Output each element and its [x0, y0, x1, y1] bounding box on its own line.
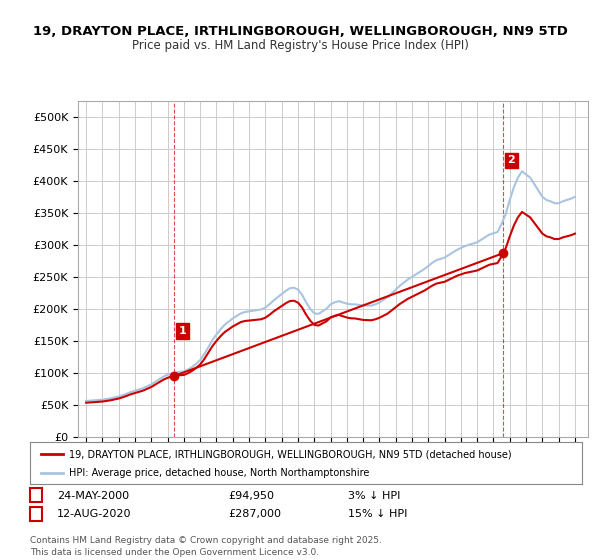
Text: 19, DRAYTON PLACE, IRTHLINGBOROUGH, WELLINGBOROUGH, NN9 5TD: 19, DRAYTON PLACE, IRTHLINGBOROUGH, WELL…: [32, 25, 568, 38]
Text: £287,000: £287,000: [228, 509, 281, 519]
Text: 19, DRAYTON PLACE, IRTHLINGBOROUGH, WELLINGBOROUGH, NN9 5TD (detached house): 19, DRAYTON PLACE, IRTHLINGBOROUGH, WELL…: [68, 449, 511, 459]
Text: 2: 2: [508, 155, 515, 165]
Text: 1: 1: [32, 491, 40, 501]
Text: Price paid vs. HM Land Registry's House Price Index (HPI): Price paid vs. HM Land Registry's House …: [131, 39, 469, 52]
Text: 3% ↓ HPI: 3% ↓ HPI: [348, 491, 400, 501]
Text: HPI: Average price, detached house, North Northamptonshire: HPI: Average price, detached house, Nort…: [68, 468, 369, 478]
Text: 1: 1: [178, 326, 186, 336]
Text: This data is licensed under the Open Government Licence v3.0.: This data is licensed under the Open Gov…: [30, 548, 319, 557]
Text: 12-AUG-2020: 12-AUG-2020: [57, 509, 131, 519]
Text: 24-MAY-2000: 24-MAY-2000: [57, 491, 129, 501]
Text: 15% ↓ HPI: 15% ↓ HPI: [348, 509, 407, 519]
Text: £94,950: £94,950: [228, 491, 274, 501]
Text: 2: 2: [32, 509, 40, 519]
Text: Contains HM Land Registry data © Crown copyright and database right 2025.: Contains HM Land Registry data © Crown c…: [30, 536, 382, 545]
